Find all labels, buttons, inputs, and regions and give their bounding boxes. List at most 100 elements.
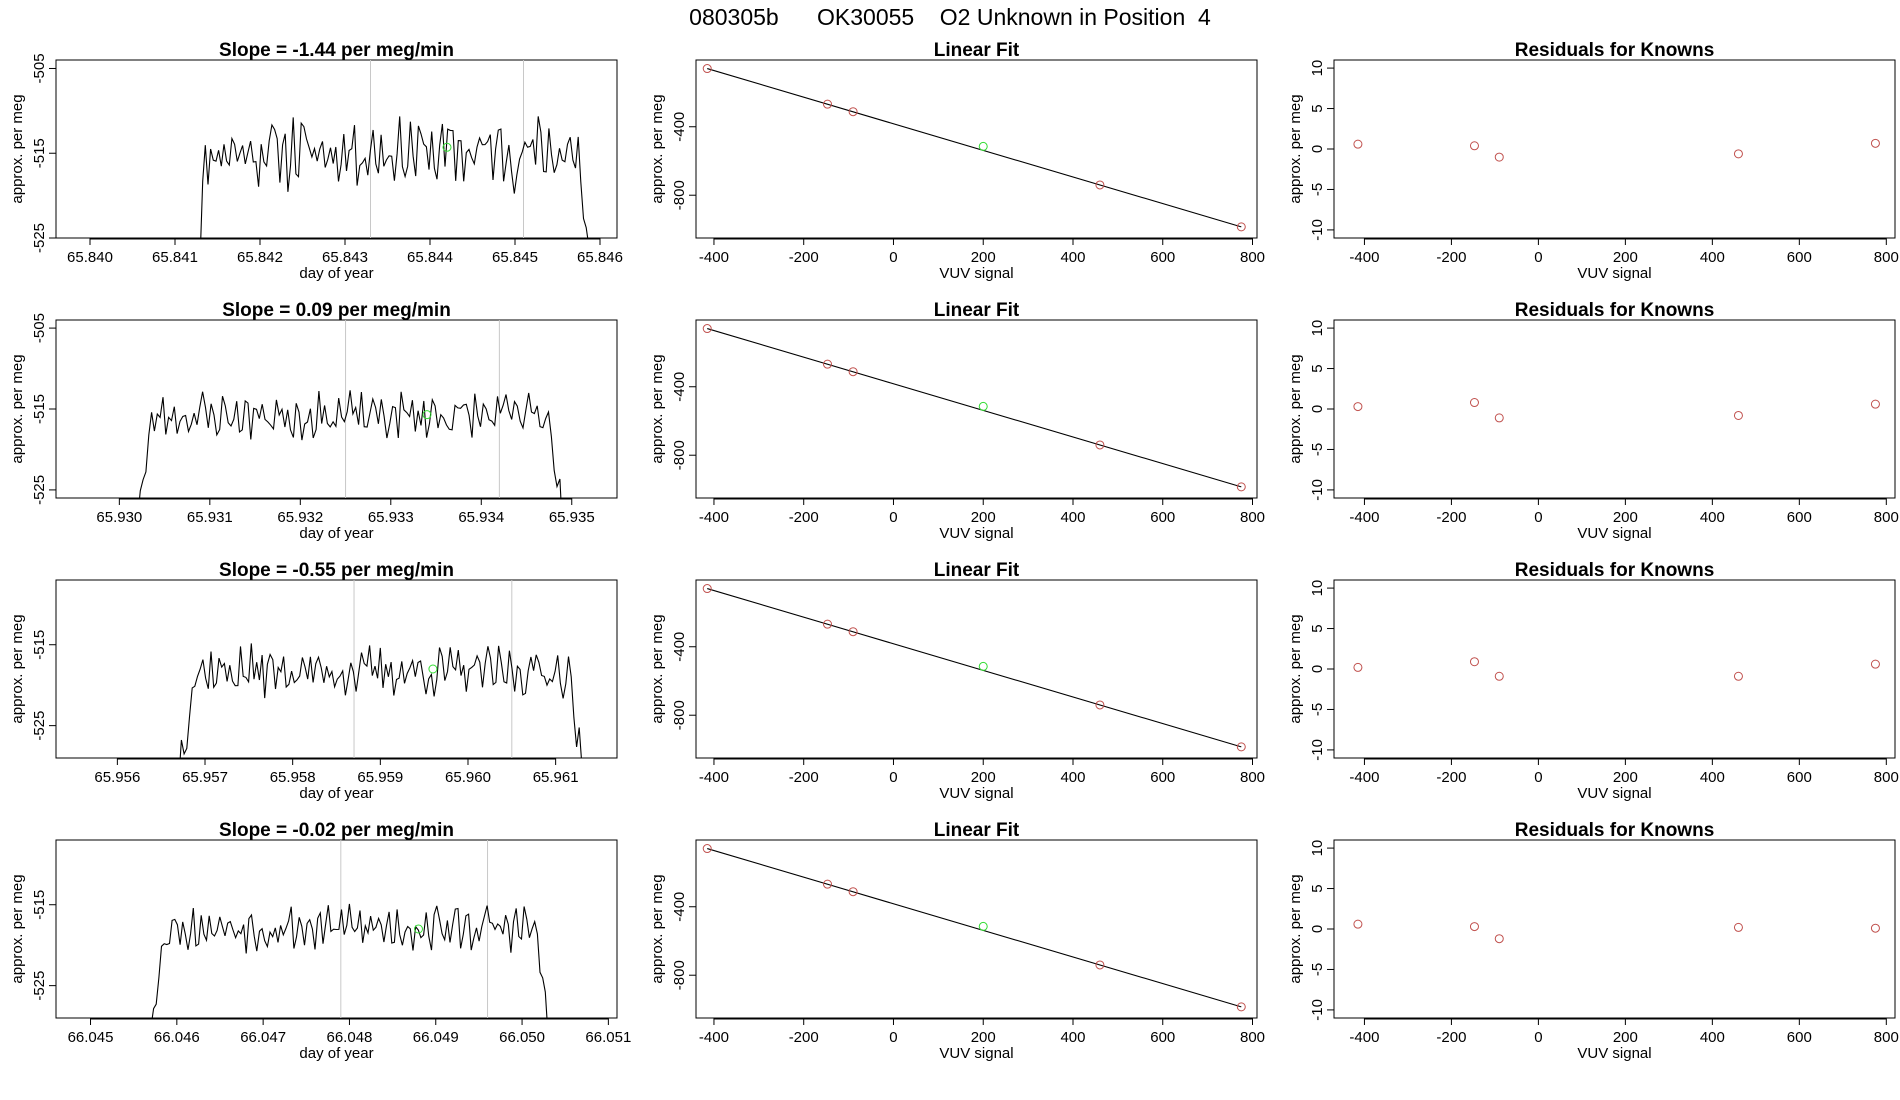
y-axis-label: approx. per meg: [1287, 874, 1304, 983]
x-axis: -400 -200 0 200 400 600 800: [699, 238, 1265, 266]
y-axis: -505 -515 -525: [31, 53, 56, 253]
x-tick-label: 200: [1613, 509, 1638, 526]
known-point-marker: [1469, 657, 1479, 667]
y-tick-label: -10: [1309, 479, 1326, 501]
x-tick-label: 800: [1240, 509, 1265, 526]
plot-area: [1353, 138, 1880, 162]
known-point-marker: [1353, 402, 1363, 412]
x-tick-label: 600: [1787, 509, 1812, 526]
known-point-marker: [1870, 399, 1880, 409]
x-tick-label: 65.961: [533, 769, 579, 786]
y-axis-label: approx. per meg: [9, 354, 26, 463]
x-tick-label: 66.051: [585, 1029, 631, 1046]
plot-frame: [695, 839, 1258, 1019]
y-tick-label: -800: [671, 180, 688, 210]
panel-r1-c1: Linear Fit -400 -200 0 200 400 600 800 VUV signa…: [649, 300, 1265, 542]
x-axis-label: VUV signal: [1577, 265, 1651, 282]
known-point-marker: [822, 99, 832, 109]
x-tick-label: 65.842: [237, 249, 283, 266]
known-point-marker: [1236, 1002, 1246, 1012]
x-tick-label: 66.049: [413, 1029, 459, 1046]
y-tick-label: -505: [31, 313, 48, 343]
x-axis: -400 -200 0 200 400 600 800: [1349, 238, 1899, 266]
y-axis-label: approx. per meg: [9, 874, 26, 983]
unknown-point-marker: [978, 141, 988, 151]
known-point-marker: [1095, 180, 1105, 190]
y-tick-label: -10: [1309, 739, 1326, 761]
x-tick-label: 800: [1240, 249, 1265, 266]
x-axis-label: day of year: [299, 1045, 373, 1062]
known-point-marker: [848, 887, 858, 897]
x-axis: -400 -200 0 200 400 600 800: [1349, 1018, 1899, 1046]
plot-frame: [55, 839, 618, 1019]
x-axis: 66.045 66.046 66.047 66.048 66.049 66.050 66.0…: [68, 1018, 631, 1046]
x-tick-label: 65.933: [368, 509, 414, 526]
x-tick-label: -400: [699, 769, 729, 786]
x-tick-label: 800: [1874, 249, 1899, 266]
unknown-point-marker: [978, 661, 988, 671]
known-point-marker: [822, 879, 832, 889]
x-tick-label: 0: [1534, 1029, 1542, 1046]
panel-title: Slope = 0.09 per meg/min: [222, 300, 451, 321]
x-tick-label: 200: [971, 1029, 996, 1046]
y-axis-label: approx. per meg: [1287, 94, 1304, 203]
y-axis-label: approx. per meg: [9, 94, 26, 203]
plot-area: [1353, 657, 1880, 681]
y-tick-label: -400: [671, 892, 688, 922]
y-tick-label: -525: [31, 971, 48, 1001]
x-axis-label: VUV signal: [1577, 1045, 1651, 1062]
x-tick-label: 400: [1060, 769, 1085, 786]
x-axis: -400 -200 0 200 400 600 800: [1349, 758, 1899, 786]
figure-title: 080305b OK30055 O2 Unknown in Position 4: [689, 4, 1211, 30]
plot-frame: [55, 59, 618, 239]
x-tick-label: 65.959: [357, 769, 403, 786]
y-axis-label: approx. per meg: [649, 354, 666, 463]
plot-area: [200, 60, 589, 238]
fit-line: [707, 328, 1242, 488]
known-point-marker: [1733, 410, 1743, 420]
known-point-marker: [1095, 960, 1105, 970]
y-tick-label: -5: [1309, 963, 1326, 976]
y-axis-label: approx. per meg: [9, 614, 26, 723]
x-tick-label: 65.960: [445, 769, 491, 786]
y-tick-label: 0: [1309, 925, 1326, 933]
x-axis: 65.930 65.931 65.932 65.933 65.934 65.935: [96, 498, 595, 526]
x-tick-label: 0: [1534, 509, 1542, 526]
x-tick-label: 400: [1700, 509, 1725, 526]
x-axis: -400 -200 0 200 400 600 800: [699, 498, 1265, 526]
y-axis: 10 5 0 -5 -10: [1309, 840, 1334, 1021]
x-tick-label: 66.045: [68, 1029, 114, 1046]
y-tick-label: -400: [671, 372, 688, 402]
x-axis: -400 -200 0 200 400 600 800: [699, 1018, 1265, 1046]
x-axis-label: VUV signal: [939, 1045, 1013, 1062]
plot-area: [1353, 398, 1880, 423]
panel-r2-c1: Linear Fit -400 -200 0 200 400 600 800 VUV signa…: [649, 560, 1265, 802]
x-tick-label: -200: [789, 509, 819, 526]
known-point-marker: [1494, 934, 1504, 944]
y-tick-label: 5: [1309, 624, 1326, 632]
y-tick-label: -515: [31, 138, 48, 168]
y-tick-label: 10: [1309, 580, 1326, 597]
known-point-marker: [702, 324, 712, 334]
known-point-marker: [702, 584, 712, 594]
plot-area: [702, 584, 1246, 752]
y-axis-label: approx. per meg: [1287, 354, 1304, 463]
y-axis-label: approx. per meg: [649, 874, 666, 983]
x-tick-label: 66.047: [240, 1029, 286, 1046]
y-tick-label: -800: [671, 960, 688, 990]
x-tick-label: 65.846: [577, 249, 623, 266]
x-tick-label: 0: [1534, 769, 1542, 786]
panel-title: Linear Fit: [934, 820, 1020, 841]
y-axis: -515 -525: [31, 630, 56, 741]
y-tick-label: 5: [1309, 884, 1326, 892]
x-tick-label: 800: [1240, 769, 1265, 786]
known-point-marker: [1870, 659, 1880, 669]
x-tick-label: -200: [789, 769, 819, 786]
y-axis: -515 -525: [31, 890, 56, 1001]
unknown-point-marker: [978, 401, 988, 411]
x-tick-label: 65.841: [152, 249, 198, 266]
x-tick-label: 66.050: [499, 1029, 545, 1046]
y-axis-label: approx. per meg: [1287, 614, 1304, 723]
